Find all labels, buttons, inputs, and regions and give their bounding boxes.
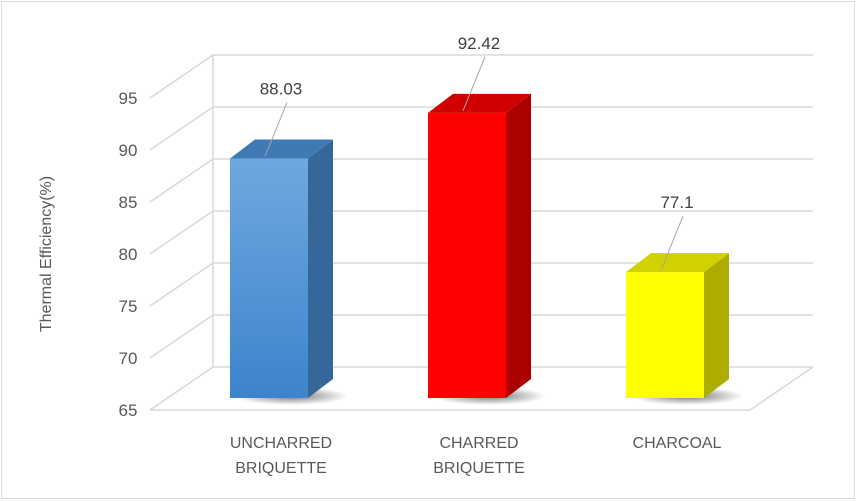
gridline-side xyxy=(149,158,214,203)
x-axis-categories: UNCHARRED BRIQUETTE CHARRED BRIQUETTE CHARCO… xyxy=(230,435,722,477)
x-category-label: BRIQUETTE xyxy=(433,460,525,477)
y-tick-label: 90 xyxy=(119,141,138,160)
x-category-label: UNCHARRED xyxy=(230,435,332,452)
bars xyxy=(230,93,744,405)
gridline-side xyxy=(149,210,214,255)
x-category-label: CHARRED xyxy=(439,435,518,452)
y-tick-label: 95 xyxy=(119,89,138,108)
x-category-label: CHARCOAL xyxy=(633,435,722,452)
bar-top-face xyxy=(428,93,531,113)
gridline-side xyxy=(149,366,214,411)
bar-top-face xyxy=(626,253,729,273)
bar-side-face xyxy=(308,139,333,398)
y-tick-label: 80 xyxy=(119,245,138,264)
y-tick-label: 65 xyxy=(119,401,138,420)
bar-3 xyxy=(626,253,744,405)
bar-front-face xyxy=(230,158,308,398)
y-axis-label: Thermal Efficiency(%) xyxy=(38,176,55,332)
bar-1 xyxy=(230,139,348,405)
gridline-side xyxy=(149,106,214,151)
y-tick-label: 70 xyxy=(119,349,138,368)
bar-2 xyxy=(428,93,546,405)
y-tick-label: 85 xyxy=(119,193,138,212)
gridline-side xyxy=(149,314,214,359)
data-label: 88.03 xyxy=(260,79,303,98)
x-category-label: BRIQUETTE xyxy=(235,460,327,477)
leader-line xyxy=(660,215,684,271)
y-axis-ticks: 65 70 75 80 85 90 95 xyxy=(119,89,138,420)
bar-front-face xyxy=(428,112,506,398)
leader-line xyxy=(264,102,288,157)
floor-side-edge xyxy=(749,366,814,411)
leader-line xyxy=(462,56,486,112)
y-tick-label: 75 xyxy=(119,297,138,316)
bar-side-face xyxy=(506,93,531,398)
bar-top-face xyxy=(230,139,333,159)
bar-front-face xyxy=(626,272,704,398)
data-label: 92.42 xyxy=(458,34,501,53)
bar-side-face xyxy=(704,253,729,398)
gridline-side xyxy=(149,262,214,307)
data-labels: 88.03 92.42 77.1 xyxy=(260,34,694,271)
data-label: 77.1 xyxy=(660,193,693,212)
gridline-side xyxy=(149,54,214,99)
